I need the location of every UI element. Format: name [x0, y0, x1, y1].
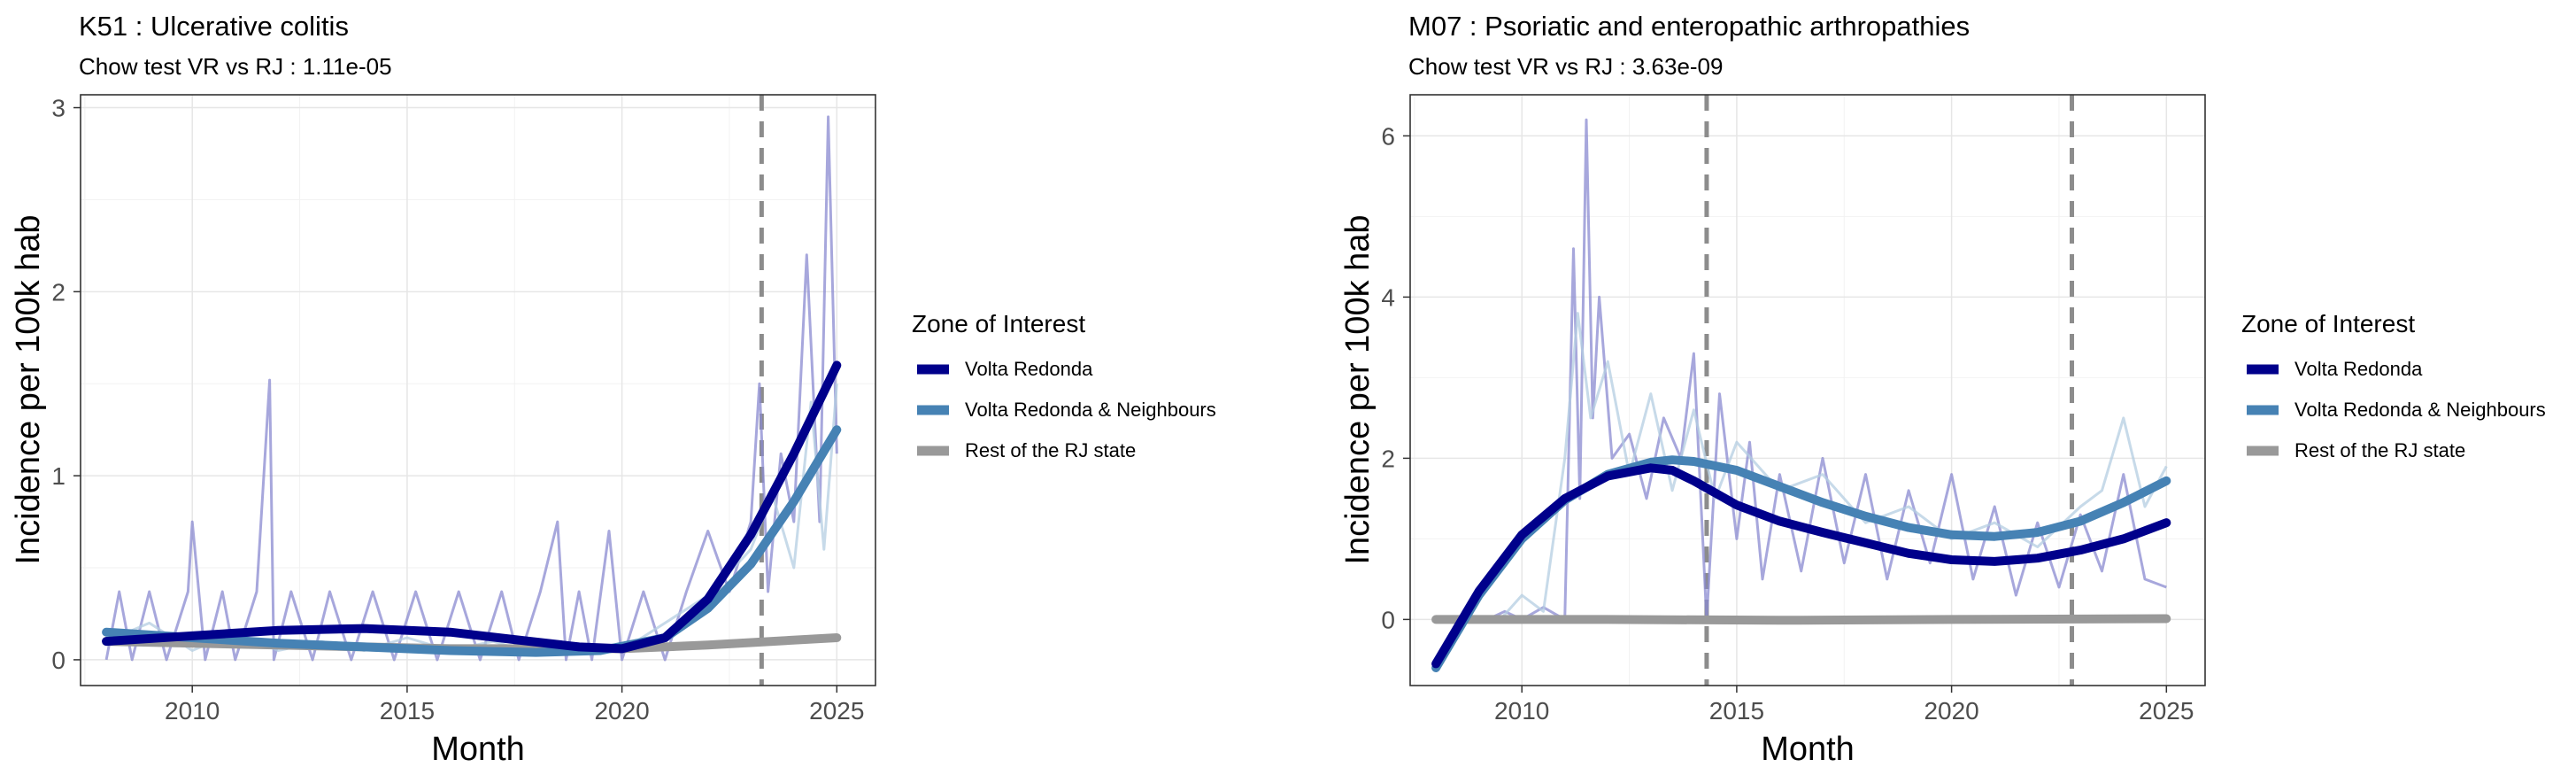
x-tick-label: 2010: [1494, 697, 1549, 725]
y-axis-title: Incidence per 100k hab: [1339, 214, 1377, 564]
chart-subtitle: Chow test VR vs RJ : 3.63e-09: [1408, 53, 1723, 80]
y-tick-label: 1: [51, 462, 66, 490]
legend-label: Volta Redonda & Neighbours: [2294, 399, 2546, 421]
legend: Zone of Interest Volta Redonda Volta Red…: [912, 310, 1216, 461]
x-axis-title: Month: [1761, 731, 1855, 768]
trend-line: [102, 425, 842, 657]
legend: Zone of Interest Volta Redonda Volta Red…: [2241, 310, 2546, 461]
raw-series-line: [104, 115, 838, 662]
y-tick-label: 3: [51, 95, 66, 122]
smoothed-series: [102, 360, 842, 657]
y-tick-label: 0: [1381, 606, 1395, 633]
plot-border: [1409, 94, 2206, 686]
x-tick-label: 2015: [380, 697, 435, 725]
x-tick-label: 2010: [165, 697, 220, 725]
raw-series-line: [1499, 312, 2168, 621]
y-tick-label: 0: [51, 647, 66, 674]
plot-border: [80, 94, 876, 686]
chart-title: M07 : Psoriatic and enteropathic arthrop…: [1408, 11, 1970, 42]
panel-psoriatic-arthropathies: M07 : Psoriatic and enteropathic arthrop…: [1339, 11, 2546, 768]
x-tick-label: 2020: [594, 697, 649, 725]
legend-label: Rest of the RJ state: [965, 439, 1136, 461]
y-tick-label: 6: [1381, 122, 1395, 150]
chart-title: K51 : Ulcerative colitis: [79, 11, 349, 42]
y-tick-label: 2: [51, 278, 66, 306]
x-tick-label: 2025: [2139, 697, 2194, 725]
trend-line: [1431, 463, 2171, 669]
y-axis: 0 1 2 3: [51, 95, 66, 674]
x-axis: 2010 2015 2020 2025: [165, 697, 864, 725]
legend-label: Volta Redonda & Neighbours: [965, 399, 1216, 421]
legend-title: Zone of Interest: [912, 310, 1085, 337]
x-tick-label: 2025: [809, 697, 864, 725]
plot-background: [1410, 95, 2205, 686]
legend-label: Rest of the RJ state: [2294, 439, 2465, 461]
chart-subtitle: Chow test VR vs RJ : 1.11e-05: [79, 53, 392, 80]
x-tick-label: 2020: [1924, 697, 1978, 725]
y-tick-label: 2: [1381, 445, 1395, 472]
trend-line: [1431, 614, 2171, 625]
y-axis-title: Incidence per 100k hab: [10, 214, 47, 564]
legend-label: Volta Redonda: [2294, 358, 2423, 380]
trend-line: [102, 360, 842, 654]
panel-ulcerative-colitis: K51 : Ulcerative colitis Chow test VR vs…: [10, 11, 1216, 768]
plot-background: [81, 95, 875, 686]
y-axis: 0 2 4 6: [1381, 122, 1395, 633]
x-axis: 2010 2015 2020 2025: [1494, 697, 2194, 725]
legend-label: Volta Redonda: [965, 358, 1093, 380]
x-tick-label: 2015: [1709, 697, 1764, 725]
y-tick-label: 4: [1381, 283, 1395, 311]
legend-title: Zone of Interest: [2241, 310, 2415, 337]
cutoff-lines: [1704, 95, 2075, 686]
smoothed-series: [1431, 455, 2171, 672]
x-axis-title: Month: [431, 731, 525, 768]
